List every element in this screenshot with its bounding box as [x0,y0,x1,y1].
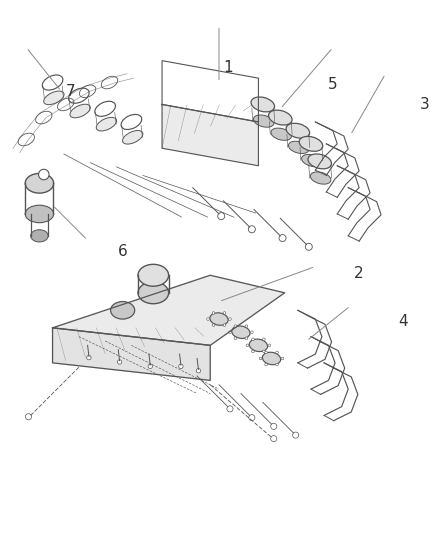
Circle shape [218,213,225,220]
Circle shape [245,325,248,327]
Ellipse shape [138,264,169,286]
Ellipse shape [70,104,90,118]
Ellipse shape [110,302,135,319]
Circle shape [276,351,279,354]
Circle shape [229,318,231,320]
Text: 3: 3 [420,97,430,112]
Circle shape [252,338,254,341]
Text: 5: 5 [328,77,338,92]
Circle shape [87,356,91,360]
Circle shape [196,368,201,373]
Ellipse shape [44,91,64,104]
Ellipse shape [299,136,323,151]
Text: 7: 7 [65,84,75,99]
Ellipse shape [210,313,228,325]
Circle shape [281,357,284,360]
Polygon shape [53,275,285,345]
Circle shape [279,235,286,241]
Ellipse shape [262,352,281,365]
Ellipse shape [123,131,143,144]
Ellipse shape [31,230,48,242]
Text: 4: 4 [398,314,408,329]
Ellipse shape [249,339,268,352]
Text: 1: 1 [223,60,233,75]
Circle shape [207,318,209,320]
Ellipse shape [308,154,332,169]
Circle shape [229,331,231,334]
Circle shape [25,414,32,420]
Circle shape [276,363,279,366]
Ellipse shape [251,97,275,112]
Circle shape [248,226,255,233]
Circle shape [263,350,265,353]
Ellipse shape [232,326,250,338]
Circle shape [252,350,254,353]
Ellipse shape [286,123,310,138]
Circle shape [117,360,122,364]
Circle shape [39,169,49,180]
Circle shape [234,325,237,327]
Circle shape [179,364,183,368]
Circle shape [249,415,255,421]
Circle shape [246,344,249,346]
Circle shape [265,351,268,354]
Circle shape [223,324,226,326]
Circle shape [245,337,248,340]
Ellipse shape [302,155,322,167]
Circle shape [293,432,299,438]
Ellipse shape [289,141,309,154]
Ellipse shape [271,128,291,140]
Circle shape [148,364,152,368]
Circle shape [305,243,312,251]
Ellipse shape [254,115,274,127]
Ellipse shape [96,117,117,131]
Ellipse shape [25,173,53,193]
Circle shape [271,435,277,442]
Circle shape [265,363,267,366]
Text: 2: 2 [354,265,364,280]
Polygon shape [162,104,258,166]
Text: 6: 6 [118,244,127,259]
Circle shape [227,406,233,412]
Circle shape [223,312,226,314]
Circle shape [268,344,271,346]
Ellipse shape [311,172,331,184]
Polygon shape [53,328,210,381]
Circle shape [263,338,265,341]
Circle shape [259,357,262,360]
Ellipse shape [268,110,292,125]
Circle shape [251,331,253,334]
Ellipse shape [25,205,53,223]
Circle shape [212,312,215,314]
Circle shape [234,337,237,340]
Circle shape [271,423,277,430]
Circle shape [212,324,215,326]
Ellipse shape [138,282,169,304]
